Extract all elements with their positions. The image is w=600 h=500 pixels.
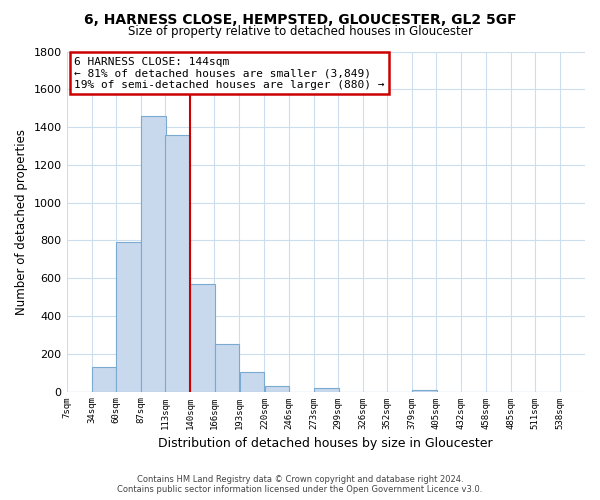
Bar bbox=[116, 242, 140, 392]
X-axis label: Distribution of detached houses by size in Gloucester: Distribution of detached houses by size … bbox=[158, 437, 493, 450]
Text: 6 HARNESS CLOSE: 144sqm
← 81% of detached houses are smaller (3,849)
19% of semi: 6 HARNESS CLOSE: 144sqm ← 81% of detache… bbox=[74, 56, 385, 90]
Text: 6, HARNESS CLOSE, HEMPSTED, GLOUCESTER, GL2 5GF: 6, HARNESS CLOSE, HEMPSTED, GLOUCESTER, … bbox=[83, 12, 517, 26]
Bar bbox=[92, 367, 116, 392]
Bar bbox=[141, 116, 166, 392]
Text: Contains HM Land Registry data © Crown copyright and database right 2024.
Contai: Contains HM Land Registry data © Crown c… bbox=[118, 474, 482, 494]
Bar bbox=[215, 344, 239, 392]
Bar bbox=[412, 390, 437, 392]
Bar bbox=[314, 388, 338, 392]
Bar bbox=[265, 386, 289, 392]
Bar bbox=[239, 372, 264, 392]
Bar bbox=[165, 134, 190, 392]
Text: Size of property relative to detached houses in Gloucester: Size of property relative to detached ho… bbox=[128, 25, 473, 38]
Bar bbox=[190, 284, 215, 392]
Y-axis label: Number of detached properties: Number of detached properties bbox=[15, 128, 28, 314]
